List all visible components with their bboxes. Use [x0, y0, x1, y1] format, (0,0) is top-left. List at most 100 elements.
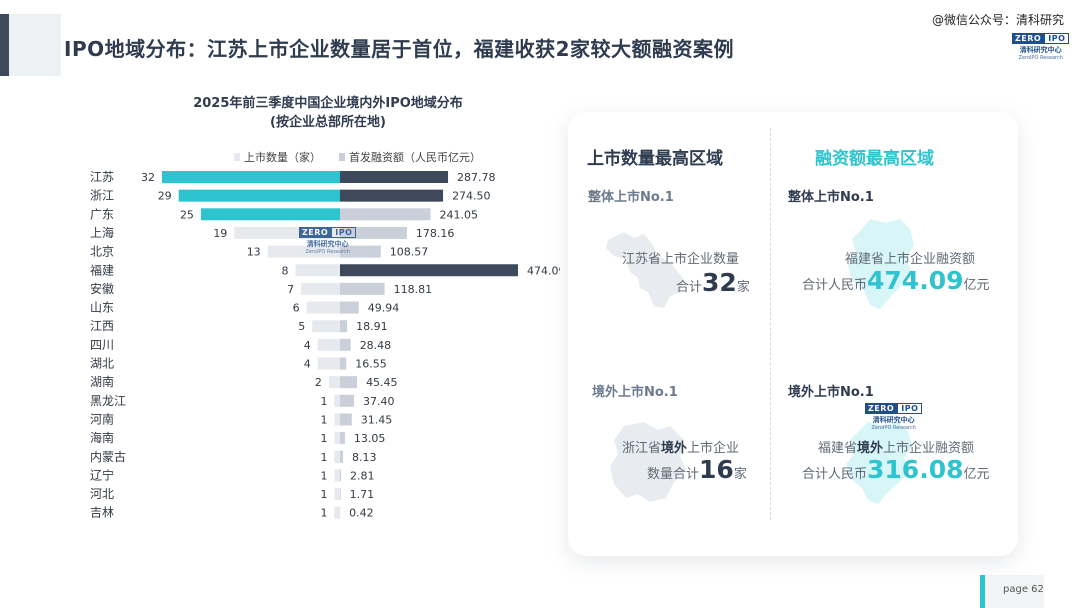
bar-amount	[340, 171, 449, 183]
category-label: 山东	[90, 301, 114, 315]
category-label: 江苏	[90, 170, 114, 184]
zeroipo-logo: ZERO IPO 清科研究中心 ZeroIPO Research	[1012, 33, 1070, 61]
bar-amount	[340, 189, 444, 202]
bar-amount	[340, 488, 341, 501]
category-label: 北京	[90, 245, 114, 259]
bar-amount	[340, 226, 407, 239]
count-value-label: 6	[293, 302, 300, 315]
amount-value-label: 108.57	[390, 246, 429, 259]
bar-count	[328, 376, 340, 389]
logo-en: ZeroIPO Research	[1018, 55, 1063, 61]
legend-item-amount: 首发融资额（人民币亿元）	[339, 149, 481, 165]
category-label: 福建	[90, 262, 114, 277]
overseas-listing-label-amount: 境外上市No.1	[788, 385, 874, 400]
fujian-map-icon	[846, 422, 912, 504]
fujian-overseas-desc: 福建省境外上市企业融资额	[818, 437, 974, 456]
amount-value-label: 0.42	[349, 507, 374, 520]
bar-count	[334, 432, 340, 445]
bar-amount	[340, 469, 342, 482]
zhejiang-overseas-desc-c: 上市企业	[687, 441, 740, 456]
bar-count	[312, 320, 340, 333]
fujian-overseas-desc-c: 上市企业融资额	[883, 441, 975, 456]
logo-en: ZeroIPO Research	[871, 425, 916, 431]
zhejiang-overseas-number: 16	[699, 455, 734, 484]
jiangsu-map-icon	[606, 232, 684, 308]
category-label: 海南	[90, 430, 114, 445]
page-number-accent	[980, 575, 985, 608]
zhejiang-overseas-pre: 数量合计	[647, 467, 700, 482]
logo-zero: ZERO	[1012, 33, 1045, 44]
page-number-box	[980, 575, 1044, 608]
count-value-label: 4	[304, 339, 311, 352]
count-value-label: 1	[320, 488, 327, 501]
bar-amount	[340, 245, 381, 258]
fujian-overseas-desc-a: 福建省	[818, 441, 858, 456]
amount-value-label: 8.13	[352, 451, 377, 464]
amount-value-label: 16.55	[355, 358, 387, 371]
wechat-watermark: @微信公众号：清科研究	[931, 13, 1064, 27]
category-label: 上海	[90, 225, 114, 240]
fujian-overseas-number: 316.08	[867, 455, 964, 484]
count-value-label: 32	[141, 171, 155, 184]
amount-value-label: 13.05	[354, 432, 386, 445]
amount-value-label: 31.45	[361, 413, 393, 426]
bar-amount	[340, 376, 358, 389]
overall-listing-label-count: 整体上市No.1	[588, 190, 674, 205]
amount-value-label: 1.71	[350, 488, 375, 501]
bar-count	[267, 245, 340, 258]
logo-en: ZeroIPO Research	[305, 249, 350, 255]
zhejiang-overseas-unit: 家	[733, 467, 747, 482]
category-label: 河南	[90, 411, 114, 426]
bar-count	[334, 413, 340, 426]
fujian-overseas-desc-b: 境外	[857, 441, 884, 456]
logo-cn: 清科研究中心	[306, 240, 349, 248]
count-value-label: 1	[320, 451, 327, 464]
count-value-label: 5	[298, 320, 305, 333]
bar-count	[334, 488, 340, 501]
jiangsu-total-pre: 合计	[676, 280, 703, 295]
bar-count	[334, 469, 340, 482]
bar-count	[317, 357, 340, 370]
count-value-label: 29	[158, 190, 172, 203]
category-label: 湖北	[90, 356, 114, 371]
category-label: 江西	[90, 319, 114, 333]
fujian-overseas-unit: 亿元	[963, 467, 990, 482]
title-accent-bar	[0, 14, 9, 76]
left-heading: 上市数量最高区域	[587, 149, 723, 169]
bar-amount	[340, 432, 345, 445]
logo-cn: 清科研究中心	[872, 416, 915, 424]
zhejiang-overseas-desc-b: 境外	[661, 441, 688, 456]
legend-swatch-count	[234, 153, 240, 161]
bar-count	[317, 338, 340, 351]
bar-count	[200, 208, 340, 221]
bar-amount	[340, 282, 385, 295]
jiangsu-total-number: 32	[702, 268, 737, 297]
zeroipo-logo-card: ZERO IPO 清科研究中心 ZeroIPO Research	[865, 403, 923, 431]
bar-amount	[340, 264, 518, 277]
chart-title: 2025年前三季度中国企业境内外IPO地域分布	[193, 96, 463, 111]
amount-value-label: 45.45	[366, 376, 398, 389]
bar-count	[295, 264, 340, 277]
bar-amount	[340, 450, 344, 463]
amount-value-label: 287.78	[457, 171, 496, 184]
bar-amount	[340, 208, 431, 221]
jiangsu-total-unit: 家	[736, 280, 750, 295]
zhejiang-overseas-desc: 浙江省境外上市企业	[622, 437, 739, 456]
bar-amount	[340, 357, 347, 370]
fujian-total-unit: 亿元	[963, 278, 990, 293]
amount-value-label: 241.05	[440, 208, 479, 221]
bar-count	[306, 301, 340, 314]
amount-value-label: 18.91	[356, 320, 388, 333]
zeroipo-logo-watermark: ZERO IPO 清科研究中心 ZeroIPO Research	[299, 227, 357, 255]
count-value-label: 1	[320, 469, 327, 482]
count-value-label: 2	[315, 376, 322, 389]
bar-count	[334, 394, 340, 407]
bar-count	[334, 506, 340, 519]
overseas-listing-label-count: 境外上市No.1	[592, 385, 678, 400]
jiangsu-total: 合计32家	[676, 268, 750, 297]
amount-value-label: 474.09	[527, 264, 560, 277]
count-value-label: 19	[213, 227, 227, 240]
amount-value-label: 178.16	[416, 227, 455, 240]
logo-zero: ZERO	[865, 403, 898, 414]
